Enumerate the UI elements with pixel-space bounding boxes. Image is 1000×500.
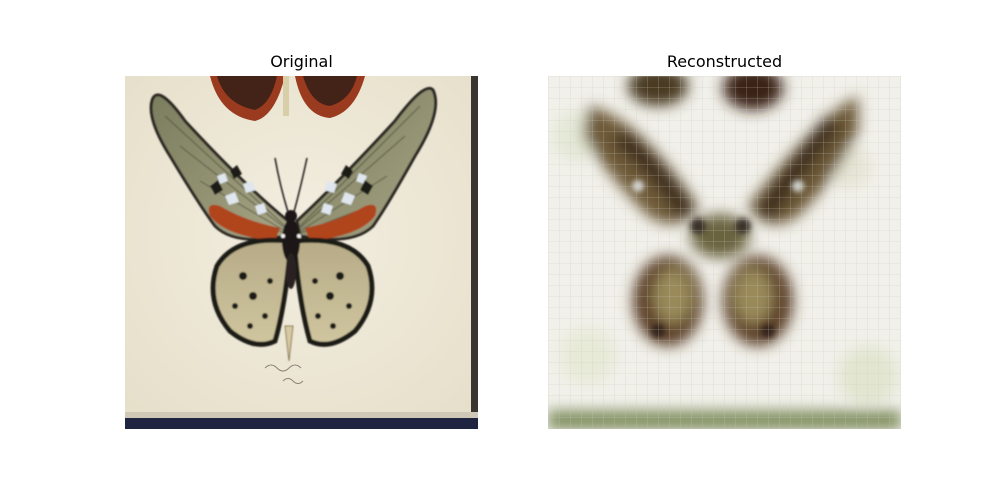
original-title: Original	[270, 52, 333, 71]
blurry-reconstruction-image	[548, 76, 901, 429]
original-image	[125, 76, 478, 429]
reconstructed-image	[548, 76, 901, 429]
butterfly-specimen-image	[125, 76, 478, 429]
reconstructed-title: Reconstructed	[666, 52, 783, 71]
